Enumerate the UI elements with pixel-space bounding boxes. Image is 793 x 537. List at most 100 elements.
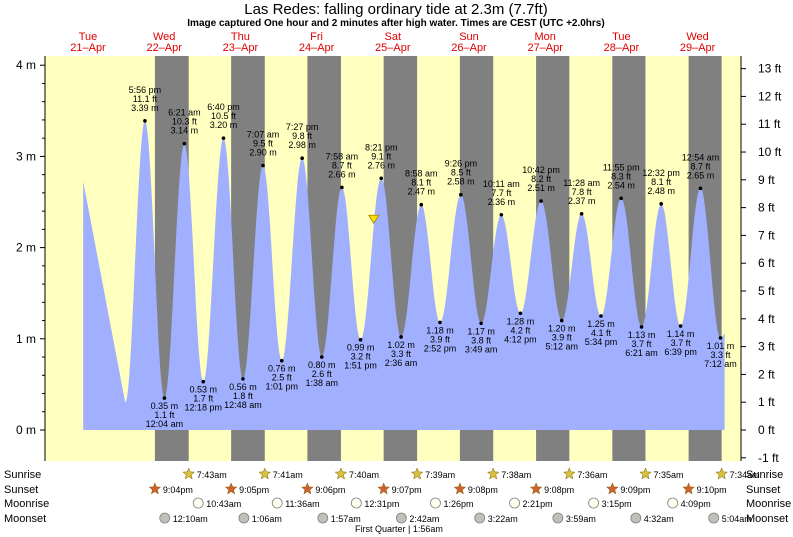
high-label: 10:42 pm bbox=[522, 165, 560, 175]
low-label: 1.1 ft bbox=[154, 410, 175, 420]
low-label: 1:01 pm bbox=[265, 382, 298, 392]
moonset-icon bbox=[238, 512, 250, 524]
sunrise-icon bbox=[486, 467, 500, 480]
day-label: Sun bbox=[459, 31, 479, 43]
low-label: 0.56 m bbox=[229, 382, 257, 392]
high-label: 2.36 m bbox=[488, 197, 516, 207]
sunrise-time: 7:41am bbox=[273, 470, 303, 480]
extreme-dot bbox=[340, 185, 344, 190]
extreme-dot bbox=[182, 141, 187, 146]
moonset-time: 12:10am bbox=[173, 514, 208, 524]
extreme-dot bbox=[241, 377, 245, 381]
moonset-icon bbox=[159, 512, 171, 524]
high-label: 2.90 m bbox=[249, 148, 277, 158]
extreme-dot bbox=[698, 186, 703, 191]
low-label: 3.9 ft bbox=[552, 333, 573, 343]
high-label: 10:11 am bbox=[483, 179, 520, 189]
low-label: 12:04 am bbox=[146, 419, 184, 429]
sunset-icon bbox=[453, 482, 467, 495]
right-tick-label: 12 ft bbox=[758, 89, 782, 103]
low-label: 1.01 m bbox=[707, 341, 735, 351]
high-label: 11:28 am bbox=[563, 178, 600, 188]
low-label: 7:12 am bbox=[704, 359, 737, 369]
high-label: 8.7 ft bbox=[690, 161, 711, 171]
sunset-time: 9:09pm bbox=[620, 485, 650, 495]
high-label: 7.8 ft bbox=[572, 187, 593, 197]
right-tick-label: 13 ft bbox=[758, 62, 782, 76]
date-label: 26–Apr bbox=[451, 42, 487, 54]
date-label: 23–Apr bbox=[223, 42, 259, 54]
date-label: 29–Apr bbox=[680, 42, 716, 54]
sunset-time: 9:07pm bbox=[392, 485, 422, 495]
chart-title: Las Redes: falling ordinary tide at 2.3m… bbox=[244, 1, 548, 18]
day-label: Wed bbox=[686, 31, 708, 43]
row-label-right: Sunset bbox=[746, 484, 780, 496]
extreme-dot bbox=[319, 355, 324, 359]
tide-curve bbox=[83, 120, 725, 431]
high-label: 12:54 am bbox=[682, 152, 720, 162]
right-tick-label: 8 ft bbox=[758, 201, 775, 215]
high-label: 2.65 m bbox=[687, 170, 715, 180]
low-label: 12:18 pm bbox=[184, 403, 222, 413]
low-label: 1.7 ft bbox=[193, 394, 214, 404]
extreme-dot bbox=[619, 196, 623, 201]
high-label: 8.1 ft bbox=[651, 177, 672, 187]
low-label: 0.76 m bbox=[268, 364, 296, 374]
low-label: 0.80 m bbox=[308, 360, 336, 370]
date-label: 21–Apr bbox=[70, 42, 106, 54]
extreme-dot bbox=[639, 325, 644, 329]
sunset-time: 9:04pm bbox=[163, 485, 193, 495]
extreme-dot bbox=[518, 311, 523, 316]
high-label: 9.1 ft bbox=[371, 151, 392, 161]
low-label: 6:21 am bbox=[625, 348, 658, 358]
high-label: 2.98 m bbox=[288, 140, 316, 150]
moonset-time: 3:59am bbox=[566, 514, 596, 524]
high-label: 5:56 pm bbox=[129, 85, 162, 95]
moonrise-icon bbox=[509, 497, 520, 509]
right-tick-label: 4 ft bbox=[758, 312, 775, 326]
right-tick-label: 2 ft bbox=[758, 367, 775, 381]
date-label: 22–Apr bbox=[146, 42, 182, 54]
day-label: Mon bbox=[534, 31, 555, 43]
high-label: 7:07 am bbox=[247, 130, 280, 140]
tide-area bbox=[83, 120, 725, 431]
left-tick-label: 1 m bbox=[16, 332, 36, 346]
extreme-dot bbox=[718, 336, 723, 340]
row-label-right: Moonset bbox=[746, 513, 788, 525]
row-label-right: Sunrise bbox=[746, 469, 783, 481]
astro-rows: Sunrise Sunrise 7:43am 7:41am 7:40am 7:39am 7:… bbox=[4, 467, 791, 534]
moonset-time: 1:06am bbox=[252, 514, 282, 524]
low-label: 3:49 am bbox=[465, 344, 498, 354]
extreme-dot bbox=[539, 199, 543, 203]
sunrise-icon bbox=[639, 467, 652, 480]
moonrise-time: 12:31pm bbox=[364, 499, 399, 509]
low-label: 1.17 m bbox=[467, 326, 495, 336]
moonrise-time: 1:26pm bbox=[443, 499, 473, 509]
extreme-dot bbox=[358, 337, 363, 342]
low-label: 3.3 ft bbox=[710, 350, 731, 360]
low-label: 6:39 pm bbox=[664, 347, 697, 357]
extreme-dot bbox=[438, 320, 442, 325]
extreme-dot bbox=[201, 379, 206, 384]
extreme-dot bbox=[499, 212, 504, 217]
current-level-marker bbox=[368, 214, 380, 224]
high-label: 3.20 m bbox=[210, 120, 238, 130]
date-label: 24–Apr bbox=[299, 42, 335, 54]
sunrise-time: 7:43am bbox=[197, 470, 227, 480]
high-label: 2.76 m bbox=[367, 160, 395, 170]
extreme-dot bbox=[221, 136, 226, 140]
sunset-icon bbox=[377, 482, 391, 495]
chart-subtitle: Image captured One hour and 2 minutes af… bbox=[187, 18, 604, 29]
sunset-time: 9:10pm bbox=[697, 485, 727, 495]
moonset-time: 5:04am bbox=[722, 514, 752, 524]
moonset-time: 3:22am bbox=[488, 514, 518, 524]
sunrise-time: 7:34am bbox=[730, 470, 760, 480]
extreme-dot bbox=[162, 396, 167, 400]
sunset-icon bbox=[605, 482, 619, 495]
low-label: 1:38 am bbox=[306, 378, 339, 388]
low-label: 3.7 ft bbox=[671, 338, 692, 348]
moonrise-icon bbox=[350, 497, 362, 509]
moonset-icon bbox=[630, 512, 642, 524]
